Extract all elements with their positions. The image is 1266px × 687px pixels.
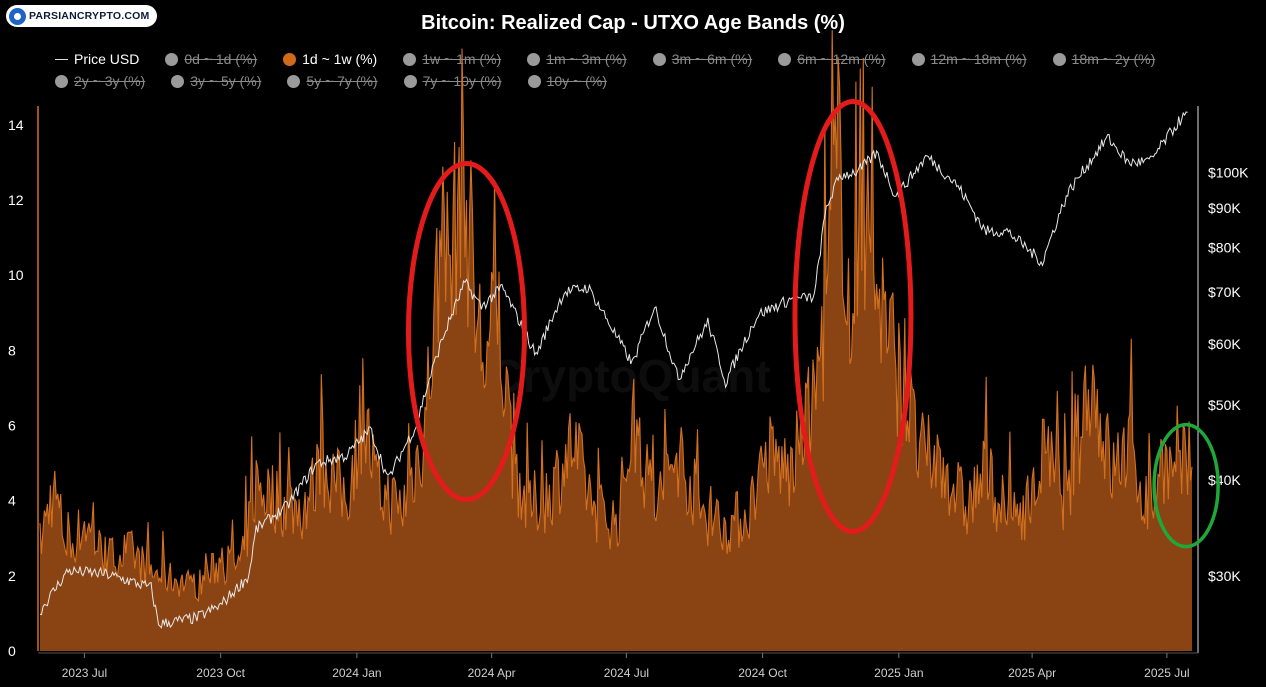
- legend-swatch-icon: [403, 52, 417, 66]
- y-right-tick-label: $60K: [1208, 336, 1241, 352]
- x-tick-label: 2023 Jul: [62, 666, 107, 680]
- legend-swatch-icon: [527, 74, 541, 88]
- y-right-tick-label: $80K: [1208, 239, 1241, 255]
- annotation-green-ellipse: [1152, 422, 1220, 549]
- annotation-red-ellipse: [405, 161, 527, 503]
- legend-swatch-icon: [55, 74, 68, 88]
- legend-label: 18m ~ 2y (%): [1071, 51, 1156, 67]
- y-right-tick-label: $100K: [1208, 165, 1249, 181]
- y-left-tick-label: 0: [8, 643, 16, 659]
- x-tick-label: 2024 Jan: [332, 666, 381, 680]
- x-tick-label: 2025 Apr: [1008, 666, 1056, 680]
- legend-swatch-icon: [911, 52, 925, 66]
- legend-label: 3m ~ 6m (%): [671, 51, 753, 67]
- legend-label: 3y ~ 5y (%): [190, 73, 262, 89]
- legend-label: 5y ~ 7y (%): [306, 73, 378, 89]
- legend-item[interactable]: 3y ~ 5y (%): [171, 72, 261, 90]
- legend-label: 10y ~ (%): [546, 73, 607, 89]
- y-left-tick-label: 6: [8, 417, 16, 433]
- x-tick-label: 2025 Jan: [874, 666, 923, 680]
- legend-item[interactable]: 12m ~ 18m (%): [911, 50, 1027, 68]
- legend-swatch-icon: [165, 52, 179, 66]
- legend-swatch-icon: [171, 74, 185, 88]
- legend-label: 1m ~ 3m (%): [546, 51, 627, 67]
- legend-item[interactable]: 18m ~ 2y (%): [1052, 50, 1156, 68]
- legend-swatch-icon: [55, 58, 68, 60]
- legend-item[interactable]: 1m ~ 3m (%): [527, 50, 627, 68]
- annotation-red-ellipse: [792, 98, 914, 534]
- legend-swatch-icon: [283, 52, 297, 66]
- logo-badge-icon: [9, 7, 26, 25]
- y-left-tick-label: 10: [8, 267, 24, 283]
- logo-text: PARSIANCRYPTO.COM: [29, 10, 150, 22]
- legend-item[interactable]: Price USD: [55, 50, 139, 68]
- series-area-1d-1w-line: [39, 30, 1193, 603]
- legend-label: 12m ~ 18m (%): [930, 51, 1027, 67]
- series-area-1d-1w: [40, 30, 1192, 652]
- x-tick-label: 2024 Jul: [604, 666, 649, 680]
- legend-swatch-icon: [287, 74, 301, 88]
- legend-label: 0d ~ 1d (%): [184, 51, 258, 67]
- series-price-usd: [39, 111, 1188, 629]
- legend-item[interactable]: 0d ~ 1d (%): [165, 50, 257, 68]
- legend-item[interactable]: 2y ~ 3y (%): [55, 72, 145, 90]
- legend-item[interactable]: 10y ~ (%): [527, 72, 607, 90]
- site-logo: PARSIANCRYPTO.COM: [6, 5, 158, 27]
- legend-swatch-icon: [527, 52, 541, 66]
- y-left-tick-label: 2: [8, 568, 16, 584]
- x-tick-label: 2024 Apr: [468, 666, 516, 680]
- legend-item[interactable]: 5y ~ 7y (%): [287, 72, 378, 90]
- legend-swatch-icon: [778, 52, 792, 66]
- x-tick-label: 2025 Jul: [1144, 666, 1189, 680]
- legend-swatch-icon: [403, 74, 417, 88]
- y-right-tick-label: $30K: [1208, 568, 1241, 584]
- legend-item[interactable]: 1d ~ 1w (%): [283, 50, 377, 68]
- legend-swatch-icon: [1052, 52, 1066, 66]
- chart-title: Bitcoin: Realized Cap - UTXO Age Bands (…: [421, 12, 845, 34]
- y-right-tick-label: $50K: [1208, 397, 1241, 413]
- legend-label: 2y ~ 3y (%): [74, 73, 146, 89]
- y-right-tick-label: $70K: [1208, 284, 1241, 300]
- legend-label: Price USD: [74, 51, 140, 67]
- x-tick-label: 2024 Oct: [738, 666, 787, 680]
- y-left-tick-label: 12: [8, 192, 24, 208]
- legend-item[interactable]: 3m ~ 6m (%): [652, 50, 753, 68]
- y-right-tick-label: $40K: [1208, 472, 1241, 488]
- legend-swatch-icon: [652, 52, 666, 66]
- y-right-tick-label: $90K: [1208, 200, 1241, 216]
- y-left-tick-label: 8: [8, 342, 16, 358]
- y-left-tick-label: 4: [8, 493, 16, 509]
- legend-label: 1d ~ 1w (%): [302, 51, 378, 67]
- y-left-tick-label: 14: [8, 117, 24, 133]
- x-tick-label: 2023 Oct: [196, 666, 245, 680]
